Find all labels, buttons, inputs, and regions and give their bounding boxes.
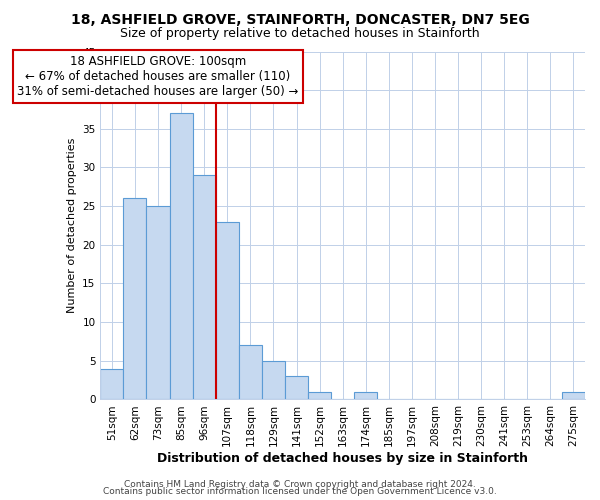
Text: Contains public sector information licensed under the Open Government Licence v3: Contains public sector information licen… [103, 487, 497, 496]
Bar [285, 376, 308, 400]
Bar [100, 368, 124, 400]
Bar [124, 198, 146, 400]
Bar [193, 175, 216, 400]
Text: 18, ASHFIELD GROVE, STAINFORTH, DONCASTER, DN7 5EG: 18, ASHFIELD GROVE, STAINFORTH, DONCASTE… [71, 12, 529, 26]
Bar [146, 206, 170, 400]
Bar [170, 114, 193, 400]
Y-axis label: Number of detached properties: Number of detached properties [67, 138, 77, 313]
Text: Contains HM Land Registry data © Crown copyright and database right 2024.: Contains HM Land Registry data © Crown c… [124, 480, 476, 489]
Bar [308, 392, 331, 400]
X-axis label: Distribution of detached houses by size in Stainforth: Distribution of detached houses by size … [157, 452, 528, 465]
Bar [562, 392, 585, 400]
Text: 18 ASHFIELD GROVE: 100sqm
← 67% of detached houses are smaller (110)
31% of semi: 18 ASHFIELD GROVE: 100sqm ← 67% of detac… [17, 55, 299, 98]
Bar [354, 392, 377, 400]
Bar [216, 222, 239, 400]
Bar [262, 361, 285, 400]
Bar [239, 346, 262, 400]
Text: Size of property relative to detached houses in Stainforth: Size of property relative to detached ho… [120, 28, 480, 40]
